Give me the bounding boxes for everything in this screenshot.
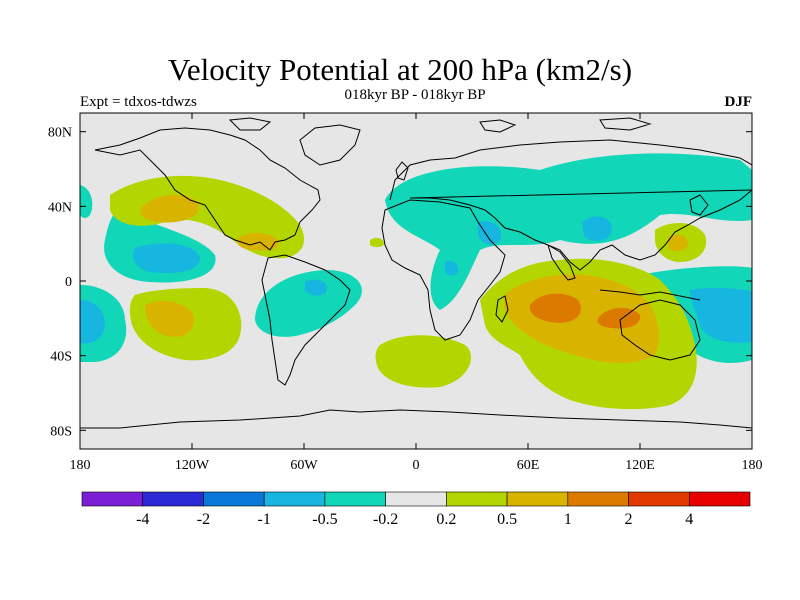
colorbar-label: -2: [197, 511, 210, 528]
figure-subtitle: 018kyr BP - 018kyr BP: [344, 87, 486, 103]
x-tick-label: 60W: [290, 458, 318, 473]
coastline-japan: [689, 194, 709, 216]
colorbar-swatch: [567, 491, 629, 507]
colorbar-swatch: [506, 491, 569, 507]
colorbar-swatch: [688, 491, 751, 507]
coastline-india: [547, 243, 576, 281]
contour-pos-mid-caribbean: [237, 232, 279, 251]
coastline-uk: [395, 161, 409, 181]
x-tick-label: 120E: [625, 458, 655, 473]
y-tick-label: 0: [65, 275, 72, 290]
coastline-greenland: [299, 124, 361, 166]
colorbar-swatch: [324, 491, 386, 507]
contour-neg-mid-africa: [478, 221, 502, 245]
x-tick-label: 0: [413, 458, 420, 473]
contour-pos-mid-s-pacific: [145, 300, 194, 338]
colorbar-swatch: [385, 491, 447, 507]
y-tick-label: 80N: [48, 126, 72, 141]
colorbar-label: -0.2: [373, 511, 398, 528]
coastline-madagascar: [495, 295, 509, 323]
x-tick-label: 180: [742, 458, 763, 473]
colorbar-label: -0.5: [312, 511, 337, 528]
colorbar-label: -1: [258, 511, 271, 528]
contour-pos-strong-indian-a: [529, 293, 581, 323]
coastline-north-america: [94, 127, 321, 251]
coastline-antarctica: [80, 409, 752, 429]
y-tick-label: 40N: [48, 200, 72, 215]
contour-neg-mid-pacific: [133, 243, 200, 274]
colorbar-label: 4: [685, 511, 693, 528]
colorbar-label: 0.2: [436, 511, 456, 528]
contour-pos-weak-atlantic-small: [370, 237, 384, 248]
experiment-label: Expt = tdxos-tdwzs: [80, 94, 197, 110]
colorbar: -4 -2 -1 -0.5 -0.2 0.2 0.5 1 2 4: [81, 491, 751, 528]
contour-neg-mid-middle-east: [445, 260, 459, 276]
colorbar-swatch: [203, 491, 265, 507]
contour-fields: [80, 117, 752, 429]
contour-pos-weak-s-atlantic: [375, 335, 472, 388]
figure-title: Velocity Potential at 200 hPa (km2/s): [167, 52, 633, 87]
x-axis: 180 120W 60W 0 60E 120E 180: [70, 113, 763, 473]
contour-neg-mid-asia: [582, 216, 612, 241]
coastline-eurasia: [389, 139, 752, 271]
colorbar-swatch: [628, 491, 690, 507]
coastline-south-america: [261, 254, 351, 386]
contour-neg-mid-s-america: [305, 279, 327, 296]
contour-neg-weak-s-atlantic: [255, 270, 362, 337]
colorbar-label: 0.5: [497, 511, 517, 528]
contour-neg-mid-s-pacific-w: [80, 300, 105, 344]
x-tick-label: 120W: [175, 458, 210, 473]
coastline-australia: [619, 299, 701, 361]
coastline-arctic-islands: [228, 117, 652, 133]
x-tick-label: 60E: [517, 458, 540, 473]
contour-neg-mid-s-pacific-e: [690, 287, 752, 343]
contour-pos-mid-n-pacific: [140, 194, 199, 223]
coastline-africa: [381, 199, 506, 341]
colorbar-swatch: [263, 491, 326, 507]
colorbar-label: 1: [564, 511, 572, 528]
colorbar-label: 2: [625, 511, 633, 528]
x-tick-label: 180: [70, 458, 91, 473]
y-tick-label: 40S: [50, 350, 72, 365]
colorbar-label: -4: [136, 511, 149, 528]
contour-neg-weak-n-atlantic-w: [80, 185, 93, 219]
season-label: DJF: [724, 94, 753, 110]
colorbar-swatch: [142, 491, 204, 507]
contour-pos-mid-w-pacific: [668, 234, 688, 252]
colorbar-swatch: [446, 491, 508, 507]
coastlines: [80, 117, 752, 429]
colorbar-swatch: [81, 491, 144, 507]
coastline-indonesia: [599, 289, 701, 301]
y-tick-label: 80S: [50, 424, 72, 439]
y-axis: 80N 40N 0 40S 80S: [48, 126, 752, 439]
